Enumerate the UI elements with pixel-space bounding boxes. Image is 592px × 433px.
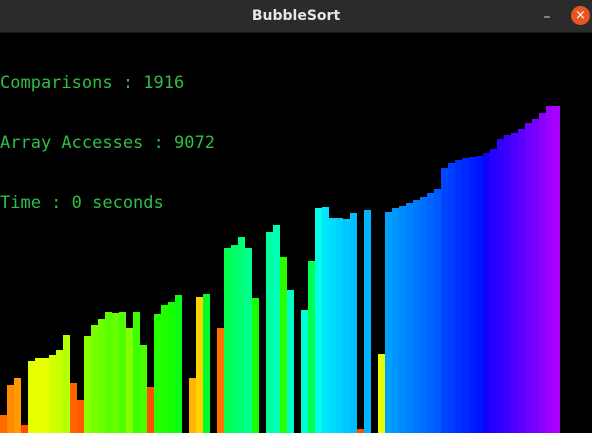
array-bar — [196, 297, 203, 433]
array-bar — [147, 387, 154, 433]
array-bar — [511, 133, 518, 433]
array-bar — [189, 378, 196, 433]
title-bar[interactable]: BubbleSort – × — [0, 0, 592, 33]
array-bar — [385, 212, 392, 433]
array-bar — [476, 156, 483, 433]
array-bar — [140, 345, 147, 433]
array-bar — [553, 106, 560, 433]
sort-visualization-canvas — [0, 106, 560, 433]
array-bar — [126, 328, 133, 433]
array-bar — [448, 163, 455, 433]
array-bar — [462, 158, 469, 433]
array-bar — [56, 350, 63, 433]
array-bar — [518, 129, 525, 433]
array-bar — [203, 294, 210, 433]
array-bar — [14, 378, 21, 433]
array-bar — [133, 312, 140, 433]
minimize-button[interactable]: – — [543, 9, 551, 25]
array-bar — [238, 237, 245, 433]
array-bar — [77, 400, 84, 433]
array-bar — [315, 208, 322, 433]
array-bar — [112, 313, 119, 433]
array-bar — [399, 206, 406, 433]
array-bar — [175, 295, 182, 433]
array-bar — [105, 312, 112, 433]
comparisons-counter: Comparisons : 1916 — [0, 73, 185, 93]
array-accesses-counter: Array Accesses : 9072 — [0, 133, 215, 153]
array-bar — [70, 383, 77, 433]
array-bar — [497, 139, 504, 433]
array-bar — [322, 207, 329, 433]
array-bar — [343, 219, 350, 433]
array-bar — [35, 358, 42, 433]
array-bar — [490, 149, 497, 433]
array-bar — [413, 200, 420, 433]
array-bar — [231, 245, 238, 433]
array-bar — [217, 328, 224, 433]
array-bar — [49, 355, 56, 433]
array-bar — [406, 203, 413, 433]
array-bar — [546, 106, 553, 433]
array-bar — [378, 354, 385, 433]
array-bar — [357, 429, 364, 433]
array-bar — [455, 160, 462, 433]
window-title: BubbleSort — [251, 8, 341, 24]
elapsed-time-readout: Time : 0 seconds — [0, 193, 164, 213]
array-bar — [0, 415, 7, 433]
array-bar — [28, 361, 35, 433]
array-bar — [532, 119, 539, 433]
array-bar — [301, 310, 308, 433]
array-bar — [161, 305, 168, 433]
array-bar — [98, 319, 105, 433]
array-bar — [539, 113, 546, 433]
array-bar — [91, 325, 98, 433]
array-bar — [42, 358, 49, 433]
array-bar — [273, 225, 280, 433]
array-bar — [336, 218, 343, 433]
array-bar — [504, 135, 511, 433]
array-bar — [84, 336, 91, 433]
array-bar — [154, 314, 161, 433]
array-bar — [21, 425, 28, 433]
array-bar — [329, 218, 336, 433]
array-bar — [420, 197, 427, 433]
array-bar — [252, 298, 259, 433]
array-bar — [427, 193, 434, 433]
array-bar — [483, 153, 490, 433]
array-bar — [224, 248, 231, 433]
array-bar — [7, 385, 14, 433]
array-bar — [308, 261, 315, 433]
array-bar — [266, 232, 273, 433]
array-bar — [280, 257, 287, 433]
array-bar — [350, 213, 357, 433]
stats-panel: Comparisons : 1916 Array Accesses : 9072… — [0, 33, 215, 253]
array-bar — [168, 302, 175, 433]
array-bar — [119, 312, 126, 433]
array-bar — [434, 189, 441, 433]
array-bar — [441, 168, 448, 433]
array-bar — [469, 157, 476, 433]
array-bar — [392, 208, 399, 433]
array-bar — [245, 248, 252, 433]
array-bar — [287, 290, 294, 433]
array-bar — [364, 210, 371, 433]
close-button[interactable]: × — [571, 6, 590, 25]
array-bar — [63, 335, 70, 433]
array-bar — [525, 123, 532, 433]
